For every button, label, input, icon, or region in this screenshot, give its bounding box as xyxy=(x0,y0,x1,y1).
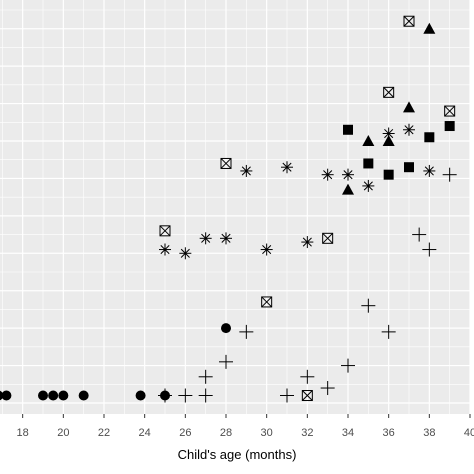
point-triangle xyxy=(403,101,415,113)
point-asterisk xyxy=(403,123,415,136)
point-plus xyxy=(300,369,315,384)
x-tick-label: 40 xyxy=(464,427,474,439)
point-square xyxy=(404,162,414,173)
point-asterisk xyxy=(342,168,354,181)
point-boxed-x xyxy=(220,157,232,169)
point-asterisk xyxy=(301,236,314,249)
point-asterisk xyxy=(321,168,334,181)
point-triangle xyxy=(342,183,354,195)
x-tick-label: 24 xyxy=(139,427,151,439)
point-circle xyxy=(38,390,48,401)
point-plus xyxy=(412,227,427,242)
point-plus xyxy=(341,358,355,373)
x-tick-label: 30 xyxy=(261,427,273,439)
point-circle xyxy=(78,390,89,401)
point-plus xyxy=(198,369,213,384)
point-square xyxy=(343,124,353,135)
x-axis-title: Child's age (months) xyxy=(178,447,297,462)
point-square xyxy=(444,121,455,132)
point-triangle xyxy=(382,135,395,146)
point-triangle xyxy=(362,135,375,146)
point-circle xyxy=(58,390,69,401)
point-boxed-x xyxy=(159,225,171,237)
point-plus xyxy=(158,388,172,403)
point-plus xyxy=(239,324,254,339)
point-plus xyxy=(422,242,437,257)
x-tick-label: 26 xyxy=(179,427,191,439)
x-tick-label: 28 xyxy=(220,427,232,439)
point-circle xyxy=(1,390,12,401)
x-tick-label: 36 xyxy=(383,427,395,439)
point-circle xyxy=(48,390,59,401)
x-tick-label: 32 xyxy=(301,427,313,439)
point-boxed-x xyxy=(383,86,395,98)
point-boxed-x xyxy=(301,390,313,402)
point-square xyxy=(383,169,394,180)
point-boxed-x xyxy=(403,15,415,27)
point-boxed-x xyxy=(261,296,273,308)
x-axis-ticks: 16182022242628303234363840 xyxy=(17,414,474,439)
x-tick-label: 38 xyxy=(423,427,435,439)
x-tick-label: 18 xyxy=(17,427,29,439)
point-plus xyxy=(381,324,396,339)
point-triangle xyxy=(423,22,436,34)
point-boxed-x xyxy=(322,232,334,244)
point-asterisk xyxy=(423,164,436,177)
point-square xyxy=(424,132,435,143)
point-plus xyxy=(178,388,193,403)
point-plus xyxy=(280,388,294,403)
data-points xyxy=(0,15,457,403)
point-asterisk xyxy=(240,164,253,177)
point-asterisk xyxy=(220,232,232,245)
point-plus xyxy=(198,388,213,403)
point-plus xyxy=(442,167,457,182)
point-plus xyxy=(361,298,376,313)
x-tick-label: 34 xyxy=(342,427,354,439)
point-square xyxy=(363,158,374,169)
point-circle xyxy=(135,390,146,401)
point-asterisk xyxy=(179,247,192,260)
x-tick-label: 22 xyxy=(98,427,110,439)
point-asterisk xyxy=(260,243,273,256)
point-asterisk xyxy=(199,232,212,245)
plot-panel xyxy=(0,0,470,414)
point-asterisk xyxy=(159,243,171,256)
point-asterisk xyxy=(281,161,293,174)
point-plus xyxy=(219,354,233,369)
point-asterisk xyxy=(362,179,375,192)
x-tick-label: 20 xyxy=(57,427,69,439)
point-boxed-x xyxy=(444,105,456,117)
point-circle xyxy=(221,323,231,334)
point-plus xyxy=(320,381,335,396)
